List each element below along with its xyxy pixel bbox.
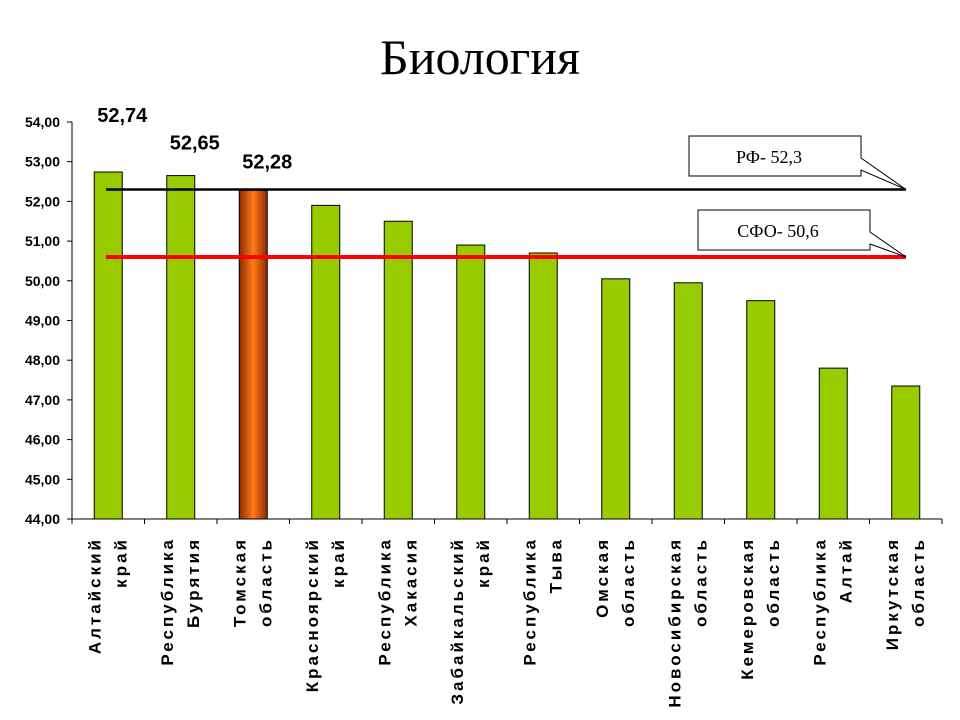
- x-tick-label: Иркутская: [883, 537, 902, 650]
- x-tick-label: область: [909, 537, 928, 627]
- bar: [456, 244, 486, 520]
- y-tick-label: 47,00: [25, 392, 60, 408]
- x-tick-label: область: [691, 537, 710, 627]
- bar: [383, 220, 413, 520]
- callout-box: [697, 209, 907, 258]
- x-tick-label: Алтай: [836, 537, 855, 603]
- x-tick-label: Тыва: [546, 537, 565, 593]
- y-tick-label: 48,00: [25, 352, 60, 368]
- bar: [818, 367, 848, 520]
- x-tick-label: Новосибирская: [665, 537, 684, 708]
- x-tick-label: область: [764, 537, 783, 627]
- x-tick-label: Омская: [593, 537, 612, 618]
- bar: [601, 278, 631, 520]
- x-tick-label: Кемеровская: [738, 537, 757, 680]
- y-tick-label: 51,00: [25, 233, 60, 249]
- x-tick-label: Томская: [230, 537, 249, 627]
- y-tick-label: 45,00: [25, 471, 60, 487]
- y-tick-label: 54,00: [25, 114, 60, 130]
- data-label: 52,74: [97, 105, 148, 127]
- x-tick-label: область: [619, 537, 638, 627]
- y-tick-label: 52,00: [25, 193, 60, 209]
- x-tick-label: Забайкальский: [448, 537, 467, 705]
- y-tick-label: 44,00: [25, 511, 60, 527]
- y-tick-label: 46,00: [25, 432, 60, 448]
- x-tick-label: Бурятия: [184, 537, 203, 628]
- y-tick-label: 53,00: [25, 154, 60, 170]
- bar: [746, 300, 776, 520]
- x-tick-label: Республика: [158, 537, 177, 666]
- callout-box: [688, 135, 907, 190]
- bar: [528, 252, 558, 520]
- x-tick-label: область: [256, 537, 275, 627]
- x-tick-label: край: [474, 537, 493, 588]
- bar: [891, 385, 921, 520]
- x-tick-label: Республика: [810, 537, 829, 666]
- x-tick-label: Республика: [520, 537, 539, 666]
- y-tick-label: 50,00: [25, 273, 60, 289]
- x-tick-label: край: [111, 537, 130, 588]
- bar: [673, 282, 703, 520]
- x-tick-label: Республика: [375, 537, 394, 666]
- x-tick-label: край: [329, 537, 348, 588]
- data-label: 52,65: [170, 133, 220, 155]
- y-tick-label: 49,00: [25, 313, 60, 329]
- bar: [93, 171, 123, 520]
- x-tick-label: Алтайский: [85, 537, 104, 654]
- x-tick-label: Хакасия: [401, 537, 420, 627]
- bar-highlighted: [238, 189, 268, 520]
- bar: [166, 175, 196, 520]
- reference-line-label: РФ- 52,3: [736, 147, 802, 167]
- x-tick-label: Красноярский: [303, 537, 322, 692]
- bar: [311, 204, 341, 520]
- reference-line-label: СФО- 50,6: [737, 221, 818, 241]
- chart-title: Биология: [379, 29, 581, 85]
- data-label: 52,28: [242, 151, 292, 173]
- plot-area: 44,00 45,00 46,00 47,00 48,00 49,00 50,00 51,00…: [25, 105, 943, 708]
